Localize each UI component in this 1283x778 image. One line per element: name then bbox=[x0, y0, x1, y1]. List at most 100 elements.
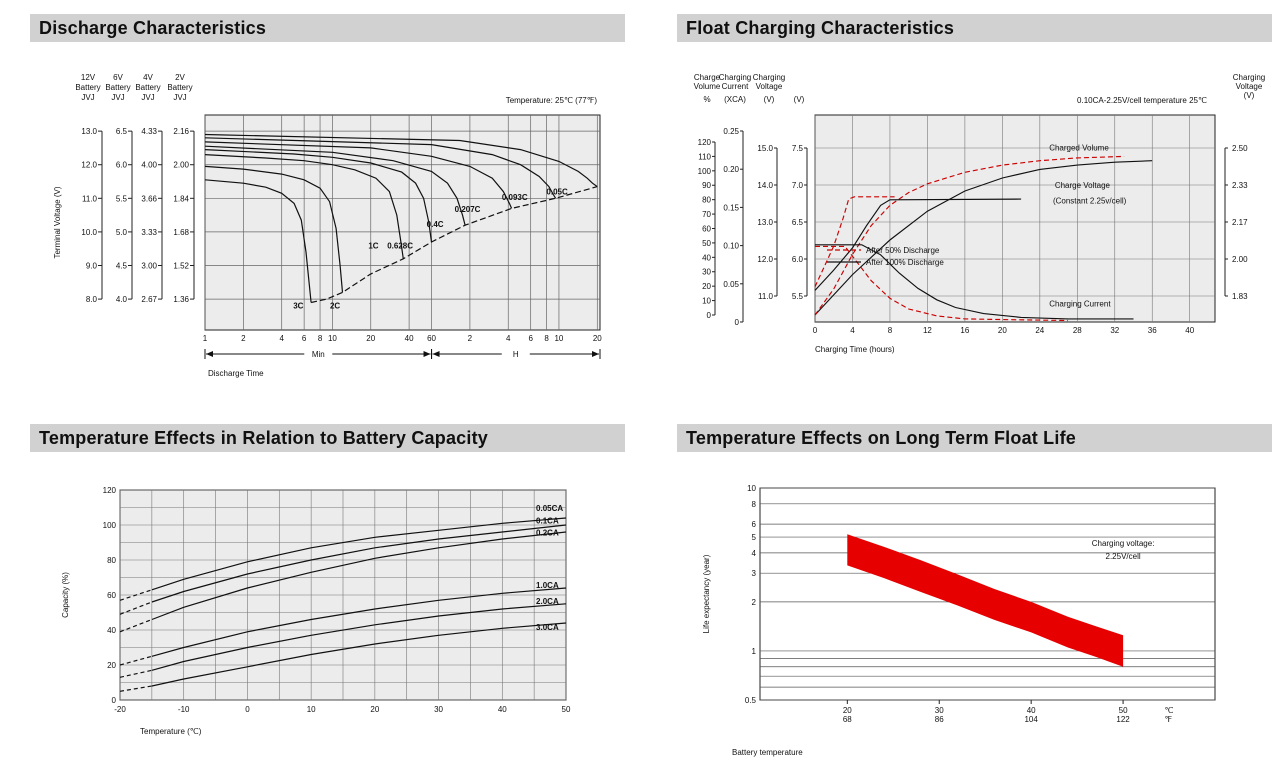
svg-text:50: 50 bbox=[562, 705, 571, 714]
svg-text:2C: 2C bbox=[330, 302, 340, 311]
svg-text:90: 90 bbox=[702, 181, 711, 190]
svg-text:2.16: 2.16 bbox=[173, 127, 189, 136]
svg-text:11.0: 11.0 bbox=[82, 194, 98, 203]
svg-text:13.0: 13.0 bbox=[757, 218, 773, 227]
svg-text:1.68: 1.68 bbox=[173, 228, 189, 237]
svg-text:100: 100 bbox=[698, 167, 712, 176]
svg-text:40: 40 bbox=[498, 705, 507, 714]
section-title-float-charging: Float Charging Characteristics bbox=[677, 14, 1272, 42]
temp-capacity-chart: -20 -10 0 10 20 30 40 50 0 20 40 60 80 100 120 0.05CA 0.… bbox=[61, 486, 571, 736]
svg-text:Temperature: 25℃ (77℉): Temperature: 25℃ (77℉) bbox=[506, 96, 598, 105]
svg-text:Battery temperature: Battery temperature bbox=[732, 748, 803, 757]
svg-text:20: 20 bbox=[370, 705, 379, 714]
svg-text:(V): (V) bbox=[764, 95, 775, 104]
svg-text:4.00: 4.00 bbox=[141, 161, 157, 170]
svg-text:14.0: 14.0 bbox=[757, 181, 773, 190]
svg-text:6: 6 bbox=[528, 334, 533, 343]
svg-text:Min: Min bbox=[312, 350, 325, 359]
svg-text:104: 104 bbox=[1024, 715, 1038, 724]
svg-text:1.0CA: 1.0CA bbox=[536, 581, 559, 590]
svg-text:0.1CA: 0.1CA bbox=[536, 516, 559, 525]
svg-text:-10: -10 bbox=[178, 705, 190, 714]
svg-text:15.0: 15.0 bbox=[757, 144, 773, 153]
svg-text:6.0: 6.0 bbox=[116, 161, 128, 170]
svg-text:(XCA): (XCA) bbox=[724, 95, 746, 104]
svg-text:8: 8 bbox=[752, 500, 757, 509]
svg-text:2.00: 2.00 bbox=[173, 161, 189, 170]
svg-text:0.05C: 0.05C bbox=[546, 187, 568, 196]
svg-text:2.33: 2.33 bbox=[1232, 181, 1248, 190]
svg-text:0.15: 0.15 bbox=[723, 203, 739, 212]
svg-text:0.25: 0.25 bbox=[723, 127, 739, 136]
svg-text:1.36: 1.36 bbox=[173, 295, 189, 304]
svg-text:8: 8 bbox=[544, 334, 549, 343]
svg-text:60: 60 bbox=[107, 591, 116, 600]
svg-text:Charging voltage:: Charging voltage: bbox=[1092, 539, 1155, 548]
svg-text:70: 70 bbox=[702, 210, 711, 219]
svg-text:120: 120 bbox=[103, 486, 117, 495]
svg-text:20: 20 bbox=[366, 334, 375, 343]
svg-text:110: 110 bbox=[698, 152, 711, 161]
section-title-temp-capacity: Temperature Effects in Relation to Batte… bbox=[30, 424, 625, 452]
svg-text:Charge Voltage: Charge Voltage bbox=[1055, 181, 1111, 190]
svg-text:12V: 12V bbox=[81, 73, 96, 82]
svg-text:1C: 1C bbox=[368, 242, 378, 251]
discharge-chart: 1 2 4 6 8 10 20 40 60 2 4 6 8 10 2012VBatteryJVJ13.012… bbox=[53, 73, 602, 378]
svg-text:5.0: 5.0 bbox=[116, 228, 128, 237]
svg-text:40: 40 bbox=[1027, 706, 1036, 715]
svg-text:6.5: 6.5 bbox=[792, 218, 804, 227]
svg-text:9.0: 9.0 bbox=[86, 262, 98, 271]
svg-text:68: 68 bbox=[843, 715, 852, 724]
svg-text:Battery: Battery bbox=[105, 83, 130, 92]
svg-text:5.5: 5.5 bbox=[116, 194, 128, 203]
svg-text:6: 6 bbox=[302, 334, 307, 343]
svg-text:80: 80 bbox=[107, 556, 116, 565]
svg-text:24: 24 bbox=[1035, 326, 1044, 335]
svg-text:36: 36 bbox=[1148, 326, 1157, 335]
svg-text:12.0: 12.0 bbox=[81, 161, 97, 170]
svg-text:10: 10 bbox=[554, 334, 563, 343]
svg-text:3.66: 3.66 bbox=[141, 194, 157, 203]
svg-text:JVJ: JVJ bbox=[111, 93, 124, 102]
svg-text:(V): (V) bbox=[794, 95, 805, 104]
svg-text:0.4C: 0.4C bbox=[427, 220, 444, 229]
svg-text:Terminal Voltage (V): Terminal Voltage (V) bbox=[53, 186, 62, 258]
svg-text:8: 8 bbox=[888, 326, 893, 335]
svg-text:4: 4 bbox=[850, 326, 855, 335]
svg-text:1.84: 1.84 bbox=[173, 194, 189, 203]
svg-text:0.093C: 0.093C bbox=[502, 193, 528, 202]
svg-text:3C: 3C bbox=[293, 302, 303, 311]
svg-text:Current: Current bbox=[722, 82, 749, 91]
svg-text:2: 2 bbox=[241, 334, 246, 343]
svg-text:Charging Current: Charging Current bbox=[1049, 300, 1111, 309]
svg-text:100: 100 bbox=[103, 521, 117, 530]
svg-text:Volume: Volume bbox=[694, 82, 721, 91]
svg-text:After 100% Discharge: After 100% Discharge bbox=[866, 258, 944, 267]
svg-text:JVJ: JVJ bbox=[81, 93, 94, 102]
svg-text:20: 20 bbox=[998, 326, 1007, 335]
svg-text:50: 50 bbox=[702, 239, 711, 248]
svg-text:16: 16 bbox=[960, 326, 969, 335]
svg-text:8: 8 bbox=[318, 334, 323, 343]
svg-text:30: 30 bbox=[935, 706, 944, 715]
svg-text:40: 40 bbox=[1185, 326, 1194, 335]
svg-text:3.0CA: 3.0CA bbox=[536, 623, 559, 632]
svg-text:℉: ℉ bbox=[1164, 715, 1172, 724]
svg-text:28: 28 bbox=[1073, 326, 1082, 335]
svg-text:10: 10 bbox=[702, 297, 711, 306]
svg-text:Life expectancy (year): Life expectancy (year) bbox=[702, 554, 711, 633]
svg-text:3.00: 3.00 bbox=[141, 262, 157, 271]
svg-text:40: 40 bbox=[405, 334, 414, 343]
svg-text:2.17: 2.17 bbox=[1232, 218, 1248, 227]
svg-text:30: 30 bbox=[702, 268, 711, 277]
svg-text:2.50: 2.50 bbox=[1232, 144, 1248, 153]
svg-text:20: 20 bbox=[107, 661, 116, 670]
svg-text:Voltage: Voltage bbox=[1236, 82, 1263, 91]
svg-text:3: 3 bbox=[752, 569, 757, 578]
svg-text:0: 0 bbox=[707, 311, 712, 320]
svg-text:Charged Volume: Charged Volume bbox=[1049, 144, 1109, 153]
svg-text:20: 20 bbox=[843, 706, 852, 715]
svg-text:10.0: 10.0 bbox=[81, 228, 97, 237]
svg-text:0: 0 bbox=[245, 705, 250, 714]
